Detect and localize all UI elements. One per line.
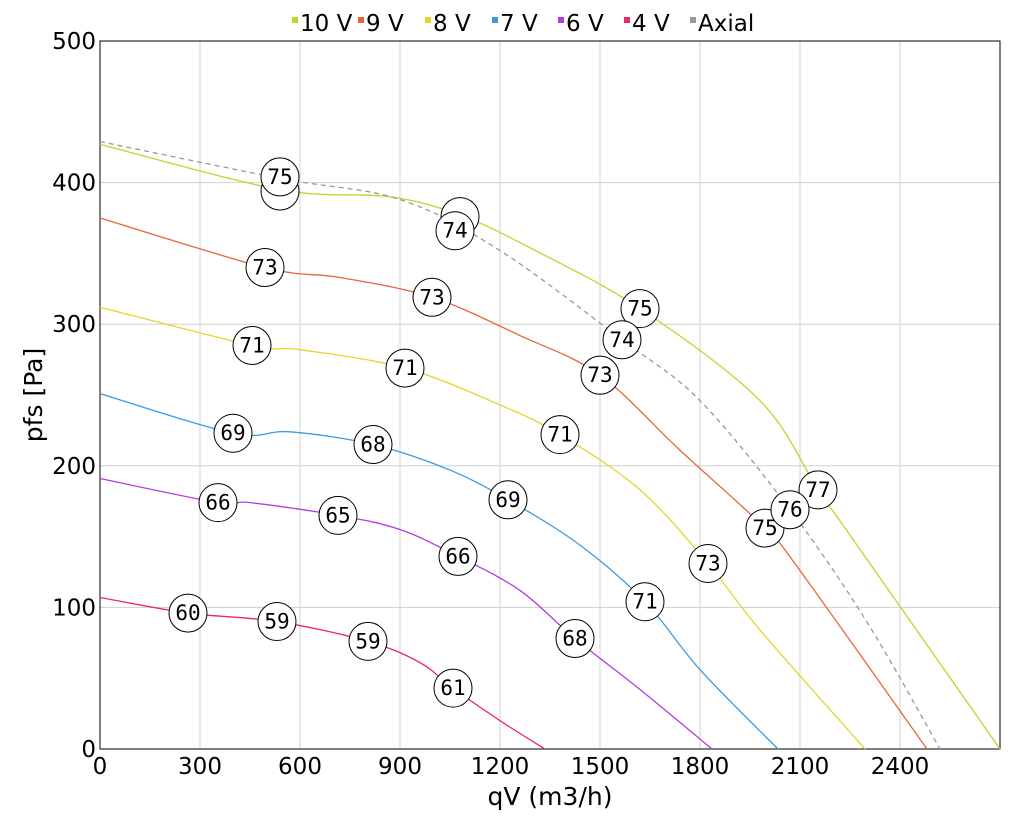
x-tick-label: 900 (378, 754, 422, 780)
point-label-bubble (232, 325, 272, 365)
y-tick-label: 0 (81, 737, 96, 763)
x-tick-label: 600 (278, 754, 322, 780)
plot-frame (99, 40, 1001, 750)
point-label-bubble (438, 536, 478, 576)
point-label-bubble (257, 602, 297, 642)
point-label-text: 71 (239, 333, 264, 357)
legend-swatch (624, 17, 630, 23)
point-label-text: 73 (695, 552, 720, 576)
point-label-text: 71 (392, 356, 417, 380)
point-label-text: 68 (562, 627, 587, 651)
legend-swatch (425, 17, 431, 23)
x-tick-label: 2400 (871, 754, 930, 780)
axis-ticks: 0 300 600 900 1200 1500 1800 2100 2400 0 100 200 300… (52, 29, 929, 780)
series-line-9v (99, 217, 928, 750)
point-label-text: 66 (445, 544, 470, 568)
point-label-text: 69 (495, 488, 520, 512)
point-label-bubble (213, 413, 253, 453)
point-label-bubble (385, 348, 425, 388)
point-label-text: 74 (609, 328, 634, 352)
y-tick-label: 500 (52, 29, 96, 55)
series-line-7v (99, 392, 779, 750)
legend-label: 8 V (433, 11, 471, 37)
y-tick-label: 400 (52, 171, 96, 197)
legend: 10 V 9 V 8 V 7 V 6 V 4 V Axial (292, 11, 754, 37)
legend-label: 10 V (300, 11, 353, 37)
point-label-text: 75 (752, 516, 777, 540)
point-label-bubble (412, 277, 452, 317)
point-label-text: 66 (205, 491, 230, 515)
point-label-bubble (433, 668, 473, 708)
point-label-text: 73 (419, 285, 444, 309)
point-label-text: 69 (220, 421, 245, 445)
point-label-text: 75 (627, 297, 652, 321)
point-label-bubble (602, 320, 642, 360)
x-tick-label: 0 (93, 754, 108, 780)
y-tick-label: 300 (52, 312, 96, 338)
point-label-text: 71 (547, 423, 572, 447)
point-label-text: 61 (440, 676, 465, 700)
legend-label: 9 V (366, 11, 404, 37)
point-label-text: 59 (264, 610, 289, 634)
point-label-bubble (245, 248, 285, 288)
point-label-text: 68 (360, 433, 385, 457)
y-axis-label: pfs [Pa] (19, 348, 48, 442)
legend-label: 4 V (632, 11, 670, 37)
point-label-text: 59 (355, 629, 380, 653)
x-tick-label: 1800 (671, 754, 730, 780)
legend-label: Axial (698, 11, 754, 37)
point-label-bubble (555, 619, 595, 659)
point-label-text: 77 (805, 478, 830, 502)
legend-swatch (558, 17, 564, 23)
legend-label: 6 V (566, 11, 604, 37)
x-tick-label: 2100 (771, 754, 830, 780)
point-label-bubble (770, 490, 810, 530)
point-label-bubble (688, 544, 728, 584)
point-label-text: 73 (252, 256, 277, 280)
x-tick-label: 1500 (571, 754, 630, 780)
point-label-bubble (435, 211, 475, 251)
point-label-bubble (168, 593, 208, 633)
point-label-bubble (198, 483, 238, 523)
legend-label: 7 V (500, 11, 538, 37)
legend-swatch (690, 17, 696, 23)
x-tick-label: 300 (178, 754, 222, 780)
point-label-bubble (318, 495, 358, 535)
y-tick-label: 100 (52, 595, 96, 621)
point-label-text: 76 (777, 498, 802, 522)
x-axis-label: qV (m3/h) (488, 782, 613, 811)
legend-swatch (292, 17, 298, 23)
point-label-bubble (260, 157, 300, 197)
point-label-text: 74 (442, 219, 467, 243)
point-label-text: 73 (587, 363, 612, 387)
legend-swatch (358, 17, 364, 23)
series-line-4v (99, 596, 546, 750)
point-label-bubble (488, 480, 528, 520)
series-line-8v (99, 306, 866, 750)
point-label-bubble (620, 289, 660, 329)
point-label-bubble (580, 355, 620, 395)
x-tick-label: 1200 (471, 754, 530, 780)
point-label-text: 65 (325, 503, 350, 527)
point-label-bubble (540, 415, 580, 455)
legend-swatch (492, 17, 498, 23)
point-label-bubble (348, 621, 388, 661)
point-label-text: 60 (175, 601, 200, 625)
point-label-text: 75 (267, 165, 292, 189)
point-label-bubble (798, 470, 838, 510)
point-label-bubble (353, 425, 393, 465)
y-tick-label: 200 (52, 454, 96, 480)
series-line-axial (99, 140, 941, 750)
point-labels: 75 77 73 73 73 75 71 71 71 73 69 68 69 71 66 65 66 68 60 59… (168, 157, 838, 708)
grid (100, 41, 1000, 749)
point-label-text: 71 (632, 590, 657, 614)
point-label-bubble (625, 582, 665, 622)
